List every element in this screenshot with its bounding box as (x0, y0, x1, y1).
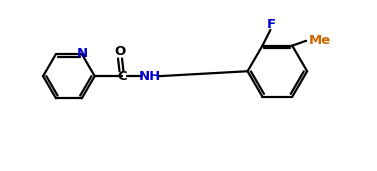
Text: O: O (114, 45, 125, 58)
Text: F: F (267, 18, 276, 31)
Text: NH: NH (139, 70, 161, 83)
Text: C: C (118, 70, 127, 83)
Text: N: N (77, 47, 88, 60)
Text: Me: Me (309, 34, 331, 47)
